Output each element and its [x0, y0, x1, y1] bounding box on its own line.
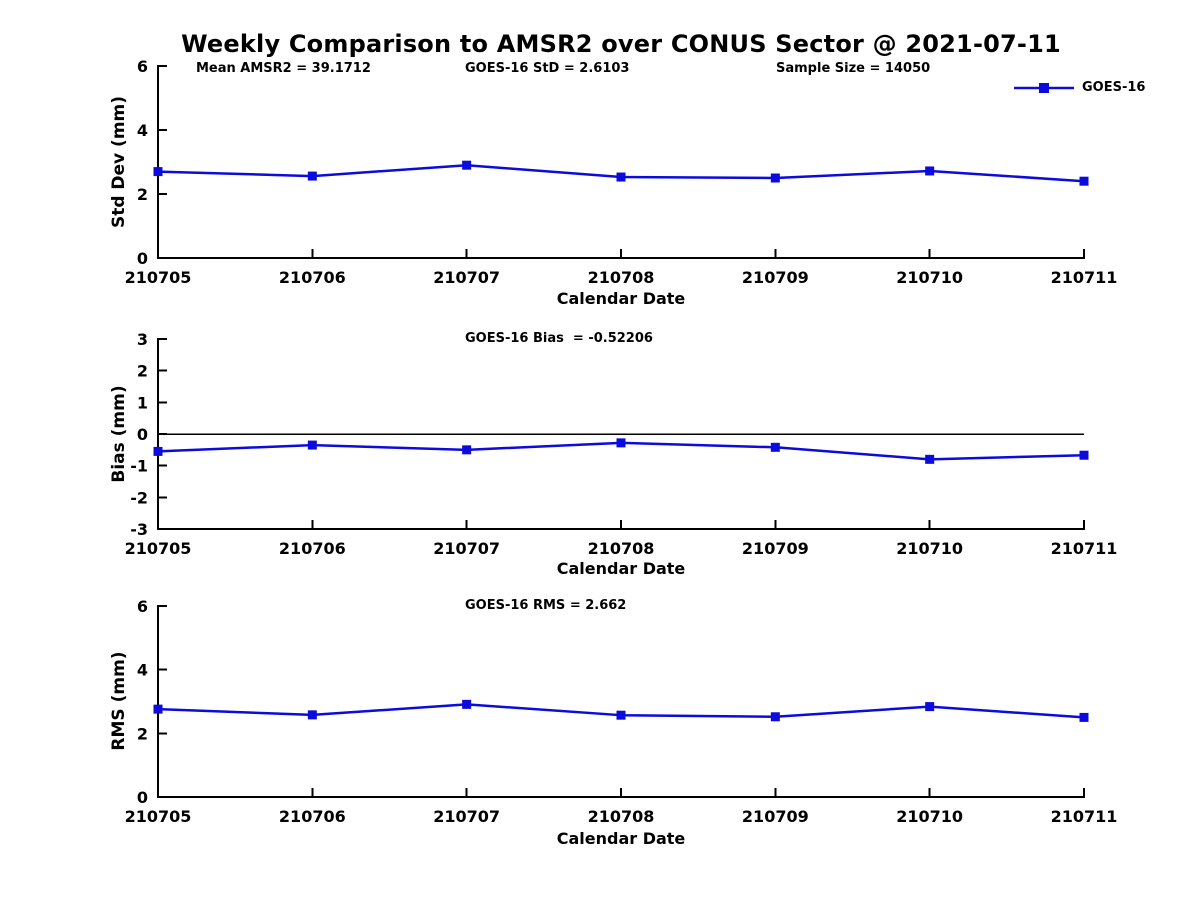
ylabel-bias: Bias (mm) [109, 385, 129, 483]
y-tick-label: -2 [130, 488, 148, 507]
data-point-marker [307, 440, 317, 450]
y-tick-label: -3 [130, 520, 148, 539]
data-point-marker [153, 446, 163, 456]
data-point-marker [1079, 176, 1089, 186]
y-tick-label: 0 [137, 425, 148, 444]
data-point-marker [153, 704, 163, 714]
x-tick-label: 210705 [125, 539, 192, 558]
y-tick-label: 2 [137, 362, 148, 381]
subplot-std-dev--mm-: 0 2 4 6 210705 210706 210707 210708 210709 210710… [125, 57, 1118, 287]
data-point-marker [462, 160, 472, 170]
x-tick-label: 210711 [1051, 539, 1118, 558]
data-point-marker [462, 445, 472, 455]
data-point-marker [307, 171, 317, 181]
y-tick-label: 6 [137, 57, 148, 76]
y-tick-label: 3 [137, 330, 148, 349]
x-tick-label: 210710 [896, 539, 963, 558]
data-point-marker [770, 442, 780, 452]
x-tick-label: 210706 [279, 807, 346, 826]
annotation-goes16-rms: GOES-16 RMS = 2.662 [465, 598, 627, 613]
data-point-marker [1079, 450, 1089, 460]
y-tick-label: 1 [137, 393, 148, 412]
legend: GOES-16 [1013, 80, 1145, 95]
xlabel-bias: Calendar Date [556, 559, 686, 578]
ylabel-rms: RMS (mm) [109, 651, 129, 751]
subplot-bias--mm-: -3 -2 -1 0 1 2 3 210705 210706 210707 210708 210709… [125, 330, 1118, 558]
subplot-rms--mm-: 0 2 4 6 210705 210706 210707 210708 210709 210710… [125, 597, 1118, 826]
data-point-marker [153, 167, 163, 177]
annotation-mean-amsr2: Mean AMSR2 = 39.1712 [196, 61, 371, 76]
xlabel-stddev: Calendar Date [556, 289, 686, 308]
x-tick-label: 210711 [1051, 268, 1118, 287]
y-tick-label: 6 [137, 597, 148, 616]
data-point-marker [616, 172, 626, 182]
y-tick-label: 0 [137, 249, 148, 268]
x-tick-label: 210710 [896, 807, 963, 826]
x-tick-label: 210711 [1051, 807, 1118, 826]
x-tick-label: 210707 [433, 807, 500, 826]
data-point-marker [925, 454, 935, 464]
xlabel-rms: Calendar Date [556, 829, 686, 848]
x-tick-label: 210707 [433, 268, 500, 287]
x-tick-label: 210709 [742, 539, 809, 558]
x-tick-label: 210707 [433, 539, 500, 558]
y-tick-label: 2 [137, 724, 148, 743]
y-tick-label: 0 [137, 788, 148, 807]
x-tick-label: 210706 [279, 539, 346, 558]
y-tick-label: -1 [130, 457, 148, 476]
legend-line-sample [1014, 82, 1074, 93]
y-tick-label: 2 [137, 185, 148, 204]
y-tick-label: 4 [137, 661, 148, 680]
y-tick-label: 4 [137, 121, 148, 140]
x-tick-label: 210709 [742, 807, 809, 826]
x-tick-label: 210708 [588, 268, 655, 287]
annotation-sample-size: Sample Size = 14050 [776, 61, 931, 76]
x-tick-label: 210706 [279, 268, 346, 287]
annotation-goes16-bias: GOES-16 Bias = -0.52206 [465, 331, 653, 346]
data-point-marker [925, 702, 935, 712]
data-point-marker [616, 710, 626, 720]
x-tick-label: 210705 [125, 807, 192, 826]
x-tick-label: 210708 [588, 539, 655, 558]
legend-label: GOES-16 [1082, 80, 1146, 95]
data-point-marker [770, 712, 780, 722]
data-point-marker [307, 710, 317, 720]
x-tick-label: 210709 [742, 268, 809, 287]
data-point-marker [925, 166, 935, 176]
data-point-marker [616, 438, 626, 448]
data-point-marker [462, 699, 472, 709]
page-title: Weekly Comparison to AMSR2 over CONUS Se… [181, 30, 1061, 58]
x-tick-label: 210708 [588, 807, 655, 826]
annotation-goes16-std: GOES-16 StD = 2.6103 [465, 61, 630, 76]
data-point-marker [770, 173, 780, 183]
ylabel-stddev: Std Dev (mm) [109, 95, 129, 229]
x-tick-label: 210710 [896, 268, 963, 287]
x-tick-label: 210705 [125, 268, 192, 287]
data-point-marker [1079, 712, 1089, 722]
